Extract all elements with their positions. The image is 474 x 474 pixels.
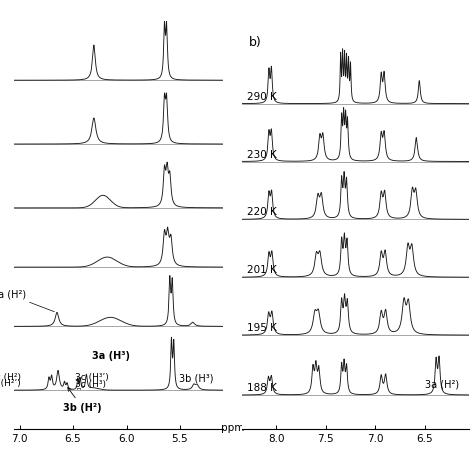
Text: 3c (H²’): 3c (H²’)	[0, 379, 21, 388]
Text: ppm: ppm	[220, 423, 244, 433]
Text: 188 K: 188 K	[246, 383, 276, 393]
Text: 195 K: 195 K	[246, 323, 276, 333]
Text: 3a (H²): 3a (H²)	[425, 379, 459, 389]
Text: 3a (H³): 3a (H³)	[92, 351, 130, 361]
Text: 290 K: 290 K	[246, 91, 276, 101]
Text: 230 K: 230 K	[246, 149, 276, 160]
Text: 3c (H²): 3c (H²)	[0, 373, 21, 382]
Text: 201 K: 201 K	[246, 265, 276, 275]
Text: 3b (H²): 3b (H²)	[64, 388, 102, 413]
Text: 220 K: 220 K	[246, 208, 276, 218]
Text: b): b)	[249, 36, 262, 49]
Text: 3c (H³): 3c (H³)	[75, 380, 106, 389]
Text: 3a (H²): 3a (H²)	[0, 290, 26, 300]
Text: 3b (H³): 3b (H³)	[179, 374, 213, 383]
Text: 3c (H³’): 3c (H³’)	[75, 374, 109, 383]
